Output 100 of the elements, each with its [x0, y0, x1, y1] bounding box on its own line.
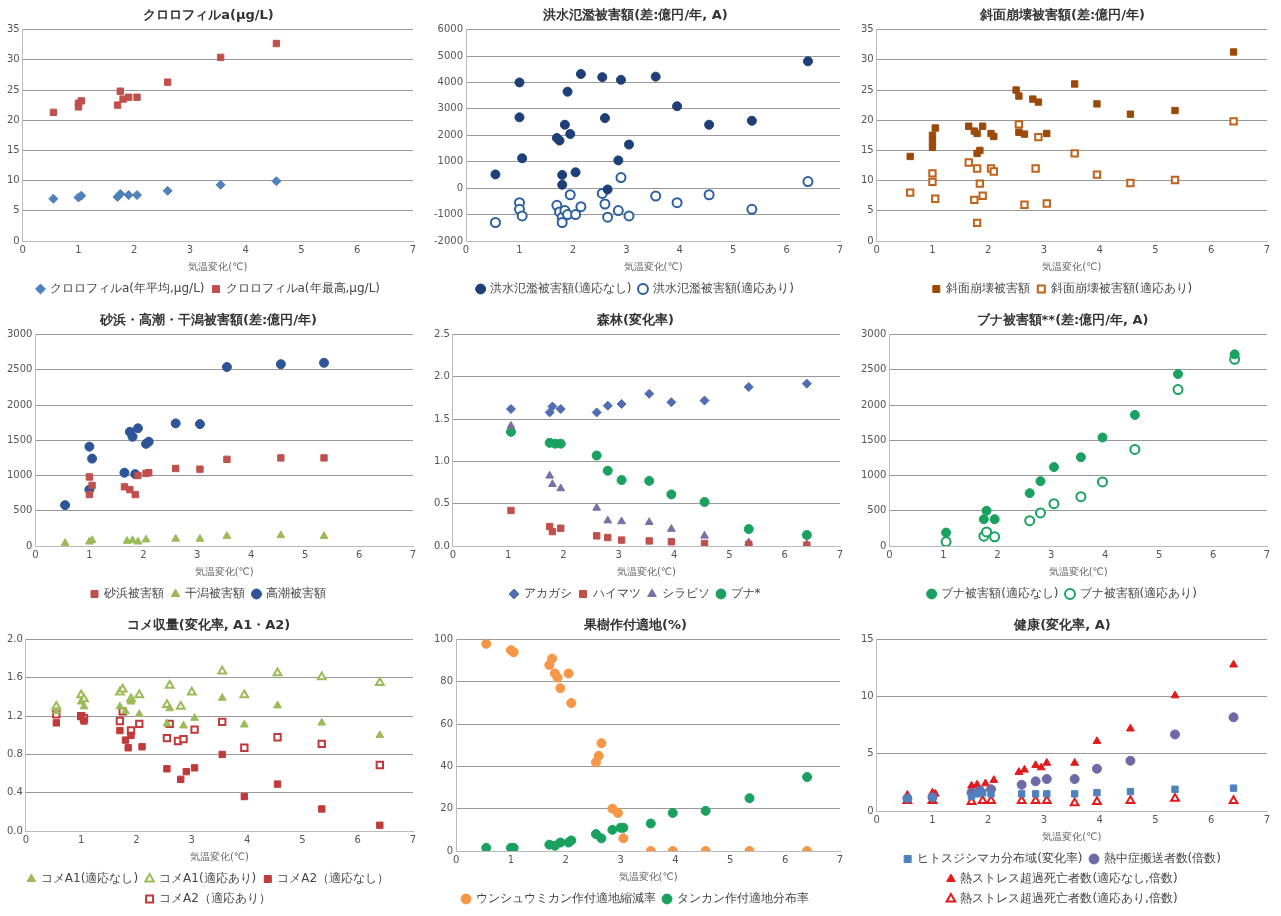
- y-tick-label: 5: [867, 204, 874, 216]
- legend-label: クロロフィルa(年平均,μg/L): [49, 281, 205, 296]
- legend-label: コメA2（適応あり）: [159, 891, 271, 906]
- x-tick-label: 4: [1096, 243, 1103, 255]
- y-tick-label: 20: [440, 802, 454, 814]
- y-tick-label: 10: [860, 690, 874, 702]
- chart-title: 健康(変化率, A): [1013, 617, 1111, 633]
- chart-title: 洪水氾濫被害額(差:億円/年, A): [542, 7, 728, 23]
- y-tick-label: 0: [446, 844, 454, 856]
- x-tick-label: 7: [836, 243, 844, 255]
- legend-label: 熱ストレス超過死亡者数(適応なし,倍数): [960, 871, 1178, 886]
- y-tick-label: 35: [6, 23, 20, 35]
- chart-title: 砂浜・高潮・干潟被害額(差:億円/年): [99, 312, 317, 328]
- x-tick-label: 5: [298, 243, 305, 255]
- x-tick-label: 6: [1208, 813, 1215, 825]
- legend-label: 砂浜被害額: [103, 586, 164, 601]
- y-tick-label: 2000: [7, 398, 33, 410]
- legend-label: 斜面崩壊被害額: [945, 281, 1030, 296]
- legend-label: 熱ストレス超過死亡者数(適応あり,倍数): [960, 891, 1178, 906]
- y-tick-label: 1000: [861, 469, 887, 481]
- x-tick-label: 1: [75, 243, 82, 255]
- y-tick-label: 80: [440, 675, 454, 687]
- x-tick-label: 1: [929, 243, 936, 255]
- x-tick-label: 7: [836, 853, 844, 865]
- chart-title: 果樹作付適地(%): [583, 617, 687, 633]
- x-tick-label: 6: [1209, 548, 1217, 560]
- x-axis-title: 気温変化(℃): [623, 260, 683, 272]
- legend-label: 洪水氾濫被害額(適応なし): [490, 281, 632, 296]
- y-tick-label: 0: [13, 234, 20, 246]
- y-tick-label: 0: [867, 804, 874, 816]
- y-tick-label: 25: [860, 83, 874, 95]
- legend-label: ヒトスジシマカ分布域(変化率): [917, 851, 1083, 866]
- x-tick-label: 4: [248, 548, 255, 560]
- x-tick-label: 3: [1040, 813, 1048, 825]
- x-tick-label: 4: [672, 853, 679, 865]
- y-tick-label: 5: [867, 747, 874, 759]
- y-tick-label: 4000: [437, 76, 464, 88]
- x-tick-label: 4: [242, 243, 249, 255]
- y-tick-label: 30: [860, 53, 874, 65]
- legend-label: ウンシュウミカン作付適地縮減率: [475, 891, 656, 906]
- x-tick-label: 3: [194, 548, 201, 560]
- y-tick-label: 60: [440, 717, 454, 729]
- y-tick-label: 2000: [437, 128, 464, 140]
- x-tick-label: 5: [1155, 548, 1163, 560]
- x-tick-label: 6: [355, 548, 363, 560]
- y-tick-label: 0: [456, 181, 464, 193]
- legend-label: シラビソ: [661, 586, 710, 601]
- x-tick-label: 1: [78, 833, 85, 845]
- x-tick-label: 2: [131, 243, 138, 255]
- y-tick-label: 2.0: [7, 633, 23, 645]
- x-tick-label: 3: [1040, 243, 1048, 255]
- y-tick-label: 35: [860, 23, 874, 35]
- x-tick-label: 6: [783, 243, 790, 255]
- x-tick-label: 5: [1152, 243, 1159, 255]
- y-tick-label: 3000: [7, 328, 33, 340]
- x-tick-label: 4: [1096, 813, 1103, 825]
- legend-label: 熱中症搬送者数(倍数): [1103, 851, 1221, 866]
- y-tick-label: 0.0: [7, 824, 23, 836]
- y-tick-label: 25: [6, 83, 20, 95]
- legend-label: 洪水氾濫被害額(適応あり): [652, 281, 794, 296]
- y-tick-label: 0.5: [434, 497, 450, 509]
- x-axis-title: 気温変化(℃): [616, 565, 677, 577]
- y-tick-label: 3000: [437, 102, 464, 114]
- y-tick-label: 3000: [861, 328, 887, 340]
- legend-label: タンカン作付適地分布率: [676, 891, 809, 906]
- x-axis-title: 気温変化(℃): [189, 850, 250, 862]
- x-tick-label: 5: [727, 853, 734, 865]
- x-axis-title: 気温変化(℃): [188, 260, 248, 272]
- x-tick-label: 7: [1263, 813, 1271, 825]
- y-tick-label: 2.0: [434, 370, 450, 382]
- y-tick-label: 1.0: [434, 455, 450, 467]
- chart-title: クロロフィルa(μg/L): [143, 7, 274, 23]
- x-tick-label: 1: [929, 813, 936, 825]
- y-tick-label: 1000: [437, 155, 464, 167]
- x-tick-label: 3: [186, 243, 194, 255]
- y-tick-label: 20: [860, 113, 874, 125]
- legend-label: ブナ*: [730, 586, 761, 601]
- x-tick-label: 2: [140, 548, 147, 560]
- x-tick-label: 7: [1263, 243, 1271, 255]
- y-tick-label: 0: [880, 539, 887, 551]
- x-tick-label: 5: [726, 548, 733, 560]
- x-tick-label: 2: [133, 833, 140, 845]
- x-tick-label: 3: [623, 243, 630, 255]
- y-tick-label: 1.6: [7, 671, 23, 683]
- y-tick-label: 15: [860, 633, 874, 645]
- y-tick-label: 10: [860, 174, 874, 186]
- y-tick-label: 6000: [437, 23, 464, 35]
- x-tick-label: 5: [1152, 813, 1159, 825]
- y-tick-label: 2000: [861, 398, 887, 410]
- legend-label: コメA2（適応なし）: [277, 871, 390, 886]
- x-tick-label: 5: [729, 243, 737, 255]
- legend-label: ハイマツ: [591, 586, 641, 601]
- x-tick-label: 5: [301, 548, 309, 560]
- y-tick-label: 0.0: [434, 539, 450, 551]
- y-tick-label: 500: [867, 504, 887, 516]
- y-tick-label: 0.8: [7, 748, 23, 760]
- x-tick-label: 1: [940, 548, 947, 560]
- x-tick-label: 4: [670, 548, 678, 560]
- x-tick-label: 2: [985, 813, 992, 825]
- x-axis-title: 気温変化(℃): [1048, 565, 1108, 577]
